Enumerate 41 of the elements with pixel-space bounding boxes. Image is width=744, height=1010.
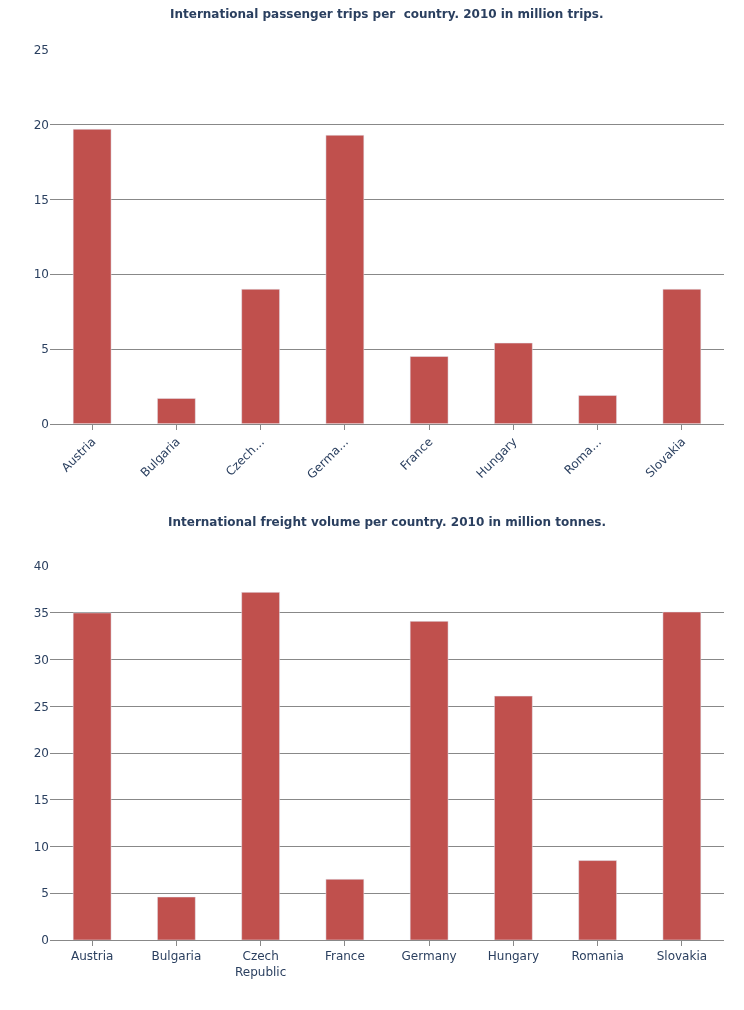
bar: [72, 129, 112, 424]
bar: [72, 612, 112, 940]
bar: [325, 134, 365, 424]
y-tick-label: 25: [33, 699, 49, 714]
y-tick-label: 20: [33, 746, 49, 761]
x-tick-label: Germany: [401, 949, 457, 964]
bar: [578, 395, 617, 424]
x-tick-label: Bulgaria: [151, 949, 202, 964]
x-tick-label: Hungary: [487, 949, 540, 964]
bar: [662, 611, 702, 940]
y-tick-label: 30: [33, 652, 49, 667]
y-tick-label: 10: [33, 267, 49, 282]
bar: [157, 896, 196, 940]
bar: [325, 879, 365, 940]
chart-title: International freight volume per country. 2010 in million tonnes.: [168, 515, 607, 529]
bar: [409, 621, 449, 940]
y-tick-label: 40: [33, 559, 49, 574]
bar: [494, 695, 533, 940]
y-tick-label: 15: [33, 192, 49, 207]
bar: [241, 288, 280, 424]
y-tick-label: 25: [33, 43, 49, 58]
chart-title: International passenger trips per country. 2010 in million trips.: [170, 7, 604, 21]
x-tick-label: France: [324, 949, 365, 964]
y-tick-label: 0: [41, 417, 49, 431]
bar: [241, 592, 280, 940]
y-tick-label: 0: [41, 933, 49, 948]
y-tick-label: 5: [41, 886, 49, 901]
y-tick-label: 35: [33, 606, 49, 621]
bar: [494, 342, 533, 424]
bar: [662, 288, 702, 424]
bar: [578, 860, 617, 940]
x-tick-label: Czech Republic: [234, 949, 287, 979]
x-tick-label: Slovakia: [656, 949, 708, 964]
bar: [157, 398, 196, 424]
y-tick-label: 20: [33, 117, 49, 132]
x-tick-label: Austria: [70, 949, 114, 964]
y-tick-label: 5: [41, 342, 49, 357]
y-tick-label: 15: [33, 793, 49, 808]
y-tick-label: 10: [33, 839, 49, 854]
x-tick-label: Romania: [571, 949, 624, 964]
bar: [409, 356, 449, 424]
